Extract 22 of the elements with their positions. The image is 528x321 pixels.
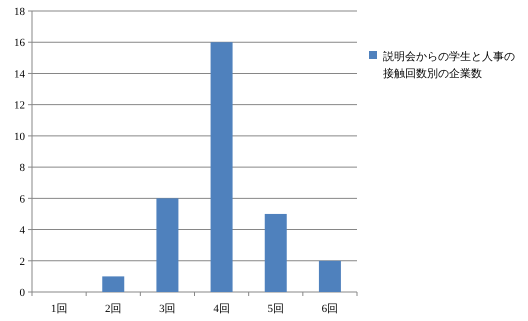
x-tick-label: 2回 [105,303,122,315]
x-tick-label: 4回 [213,303,230,315]
y-tick-label: 0 [20,287,26,299]
y-tick-label: 4 [20,224,26,237]
y-tick-label: 6 [20,193,26,206]
bar [210,42,233,292]
bar [264,214,287,292]
x-tick-label: 1回 [50,303,68,315]
legend-label: 説明会からの学生と人事の接触回数別の企業数 [383,50,515,80]
bar [102,276,124,292]
y-tick-label: 12 [14,100,25,112]
y-tick-label: 18 [14,6,26,18]
y-tick-label: 16 [14,37,26,50]
x-tick-label: 6回 [322,303,338,315]
y-tick-label: 10 [14,130,26,143]
y-tick-label: 2 [20,256,25,268]
y-tick-label: 14 [14,68,26,80]
bar [318,260,341,292]
y-tick-label: 8 [20,162,26,174]
x-tick-label: 3回 [159,303,176,315]
bar [156,198,178,292]
x-tick-label: 5回 [268,303,284,315]
